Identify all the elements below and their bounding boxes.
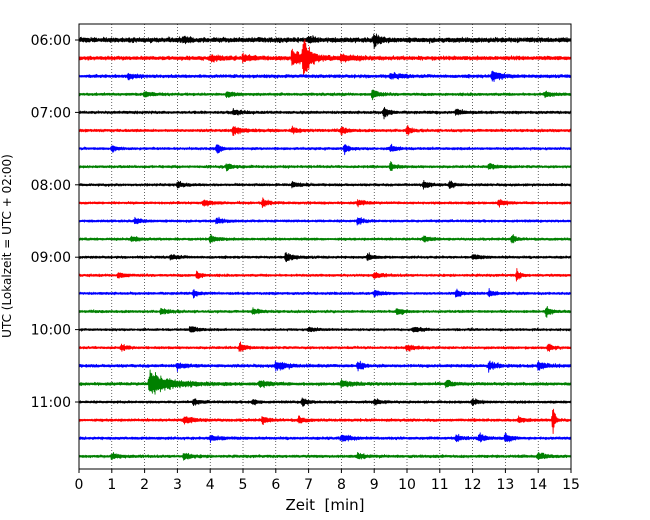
trace-0615 <box>78 39 572 75</box>
x-tick-label-2: 2 <box>140 477 149 493</box>
trace-0830 <box>78 216 572 226</box>
x-tick-label-10: 10 <box>398 477 416 493</box>
x-axis-label: Zeit [min] <box>285 496 364 514</box>
y-tick-label-5: 11:00 <box>31 395 71 411</box>
trace-0700 <box>78 106 572 120</box>
trace-0815 <box>78 197 572 209</box>
trace-1045 <box>78 369 572 395</box>
x-tick-label-9: 9 <box>370 477 379 493</box>
trace-1030 <box>78 360 572 373</box>
x-tick-label-3: 3 <box>173 477 182 493</box>
x-axis-ticks: 0 1 2 3 4 5 6 7 8 9 10 11 12 13 14 15 <box>75 469 580 493</box>
x-tick-label-11: 11 <box>431 477 449 493</box>
trace-0945 <box>78 306 572 318</box>
y-axis-label: UTC (Lokalzeit = UTC + 02:00) <box>0 154 14 338</box>
trace-1115 <box>78 408 572 434</box>
trace-0600 <box>78 33 572 50</box>
y-tick-label-2: 08:00 <box>31 178 71 194</box>
trace-0645 <box>78 89 572 101</box>
x-tick-label-1: 1 <box>107 477 116 493</box>
plot-frame <box>78 23 572 470</box>
y-tick-label-4: 10:00 <box>31 323 71 339</box>
x-tick-label-0: 0 <box>75 477 84 493</box>
trace-1000 <box>78 326 572 333</box>
traces <box>78 33 572 461</box>
x-tick-label-6: 6 <box>271 477 280 493</box>
trace-0630 <box>78 70 572 83</box>
trace-0915 <box>78 268 572 282</box>
x-tick-label-4: 4 <box>206 477 215 493</box>
x-tick-label-7: 7 <box>304 477 313 493</box>
y-tick-label-0: 06:00 <box>31 33 71 49</box>
trace-1130 <box>78 432 572 443</box>
trace-0800 <box>78 179 572 190</box>
trace-0900 <box>78 252 572 263</box>
x-tick-label-12: 12 <box>464 477 482 493</box>
y-tick-label-1: 07:00 <box>31 105 71 121</box>
trace-0745 <box>78 161 572 172</box>
trace-0715 <box>78 124 572 137</box>
trace-1145 <box>78 451 572 461</box>
y-axis-ticks: 06:00 07:00 08:00 09:00 10:00 11:00 <box>31 33 79 411</box>
x-tick-label-13: 13 <box>496 477 514 493</box>
grid-lines <box>111 24 539 469</box>
trace-0845 <box>78 233 572 244</box>
x-tick-label-8: 8 <box>337 477 346 493</box>
trace-0930 <box>78 288 572 299</box>
trace-1100 <box>78 397 572 407</box>
x-tick-label-5: 5 <box>239 477 248 493</box>
trace-1015 <box>78 341 572 353</box>
y-tick-label-3: 09:00 <box>31 250 71 266</box>
trace-0730 <box>78 143 572 156</box>
x-tick-label-15: 15 <box>562 477 580 493</box>
x-tick-label-14: 14 <box>529 477 547 493</box>
